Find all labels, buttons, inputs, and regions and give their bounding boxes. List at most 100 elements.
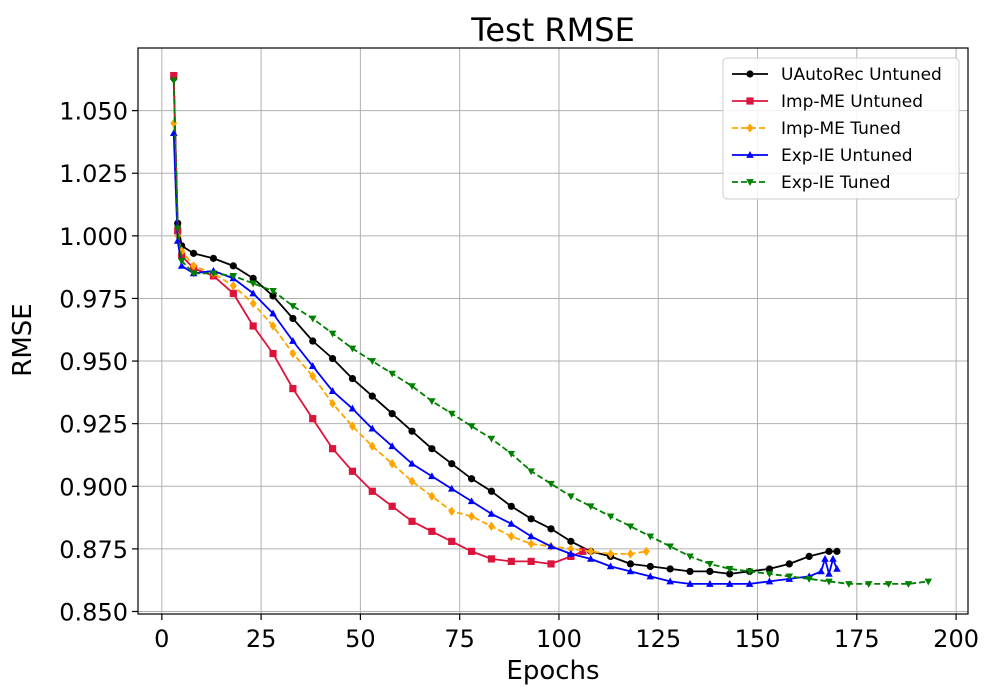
- data-point: [289, 337, 297, 344]
- data-point: [626, 567, 635, 575]
- data-point: [447, 410, 456, 418]
- data-point: [488, 521, 495, 532]
- data-point: [706, 567, 714, 576]
- legend-marker: [746, 151, 754, 158]
- legend-item: Imp-ME Tuned: [732, 119, 901, 139]
- data-point: [765, 577, 774, 585]
- data-point: [924, 578, 933, 586]
- data-point: [289, 385, 297, 393]
- data-point: [388, 410, 396, 418]
- data-point: [507, 557, 515, 566]
- data-point: [706, 579, 714, 587]
- data-point: [428, 398, 436, 406]
- x-tick-label: 75: [444, 625, 475, 653]
- series-layer: [169, 71, 933, 588]
- data-point: [190, 261, 198, 271]
- data-point: [726, 570, 734, 578]
- legend-marker: [746, 97, 754, 105]
- data-point: [626, 560, 635, 568]
- data-point: [448, 460, 456, 468]
- data-point: [249, 298, 257, 309]
- data-point: [646, 562, 654, 571]
- data-point: [309, 415, 317, 423]
- x-tick-label: 25: [246, 625, 277, 653]
- data-point: [833, 547, 841, 555]
- series-exp-ie-untuned: [169, 129, 841, 587]
- data-point: [368, 487, 376, 495]
- data-point: [825, 578, 833, 586]
- data-point: [249, 289, 257, 297]
- data-point: [646, 572, 655, 580]
- data-point: [646, 533, 655, 541]
- chart-title: Test RMSE: [470, 11, 635, 49]
- data-point: [606, 562, 615, 570]
- data-point: [269, 288, 277, 295]
- x-tick-label: 150: [735, 625, 781, 653]
- data-point: [468, 511, 476, 522]
- data-point: [368, 392, 376, 400]
- data-point: [586, 503, 595, 511]
- data-point: [289, 314, 297, 323]
- data-point: [706, 561, 714, 568]
- data-point: [606, 513, 615, 521]
- data-point: [765, 565, 774, 573]
- x-axis-title: Epochs: [506, 656, 599, 686]
- data-point: [170, 71, 178, 80]
- data-point: [368, 441, 376, 451]
- data-point: [348, 374, 357, 383]
- legend-marker: [746, 123, 754, 133]
- data-point: [269, 321, 277, 331]
- series-line: [172, 123, 647, 555]
- data-point: [177, 261, 186, 269]
- data-point: [547, 480, 555, 488]
- data-point: [269, 292, 277, 300]
- y-tick-label: 0.900: [59, 473, 128, 501]
- y-tick-label: 0.850: [59, 598, 128, 626]
- legend-item: UAutoRec Untuned: [732, 65, 942, 85]
- data-point: [507, 519, 516, 527]
- data-point: [329, 398, 337, 409]
- data-point: [686, 567, 694, 576]
- data-point: [229, 289, 237, 298]
- data-point: [349, 421, 356, 431]
- data-point: [173, 236, 182, 244]
- data-point: [825, 547, 833, 555]
- data-point: [173, 225, 182, 233]
- y-axis-title: RMSE: [8, 303, 38, 376]
- legend-label: Imp-ME Tuned: [781, 119, 901, 139]
- y-tick-label: 0.975: [59, 285, 128, 313]
- legend-marker: [746, 70, 754, 78]
- x-tick-label: 175: [834, 625, 880, 653]
- data-point: [448, 506, 456, 516]
- data-point: [467, 423, 476, 431]
- data-point: [189, 270, 198, 278]
- legend-item: Exp-IE Tuned: [732, 173, 891, 193]
- data-point: [527, 468, 535, 476]
- data-point: [607, 549, 615, 559]
- data-point: [229, 262, 237, 270]
- data-point: [348, 345, 357, 353]
- data-point: [308, 362, 317, 369]
- data-point: [666, 543, 674, 551]
- data-point: [527, 539, 535, 549]
- legend: UAutoRec Untuned Imp-ME Untuned Imp-ME Tun…: [722, 57, 960, 200]
- data-point: [725, 579, 734, 587]
- data-point: [487, 555, 496, 563]
- data-point: [368, 358, 377, 366]
- data-point: [309, 337, 317, 345]
- data-point: [567, 493, 575, 501]
- y-tick-label: 0.950: [59, 348, 128, 376]
- data-point: [308, 315, 317, 323]
- data-point: [725, 566, 734, 573]
- data-point: [487, 487, 496, 495]
- data-point: [408, 517, 416, 525]
- data-point: [884, 581, 893, 588]
- data-point: [269, 349, 277, 358]
- data-point: [745, 579, 754, 587]
- plot-frame: [137, 47, 969, 615]
- data-point: [821, 554, 829, 562]
- data-point: [666, 577, 674, 585]
- data-point: [170, 118, 178, 128]
- data-point: [467, 475, 476, 483]
- data-point: [328, 354, 337, 363]
